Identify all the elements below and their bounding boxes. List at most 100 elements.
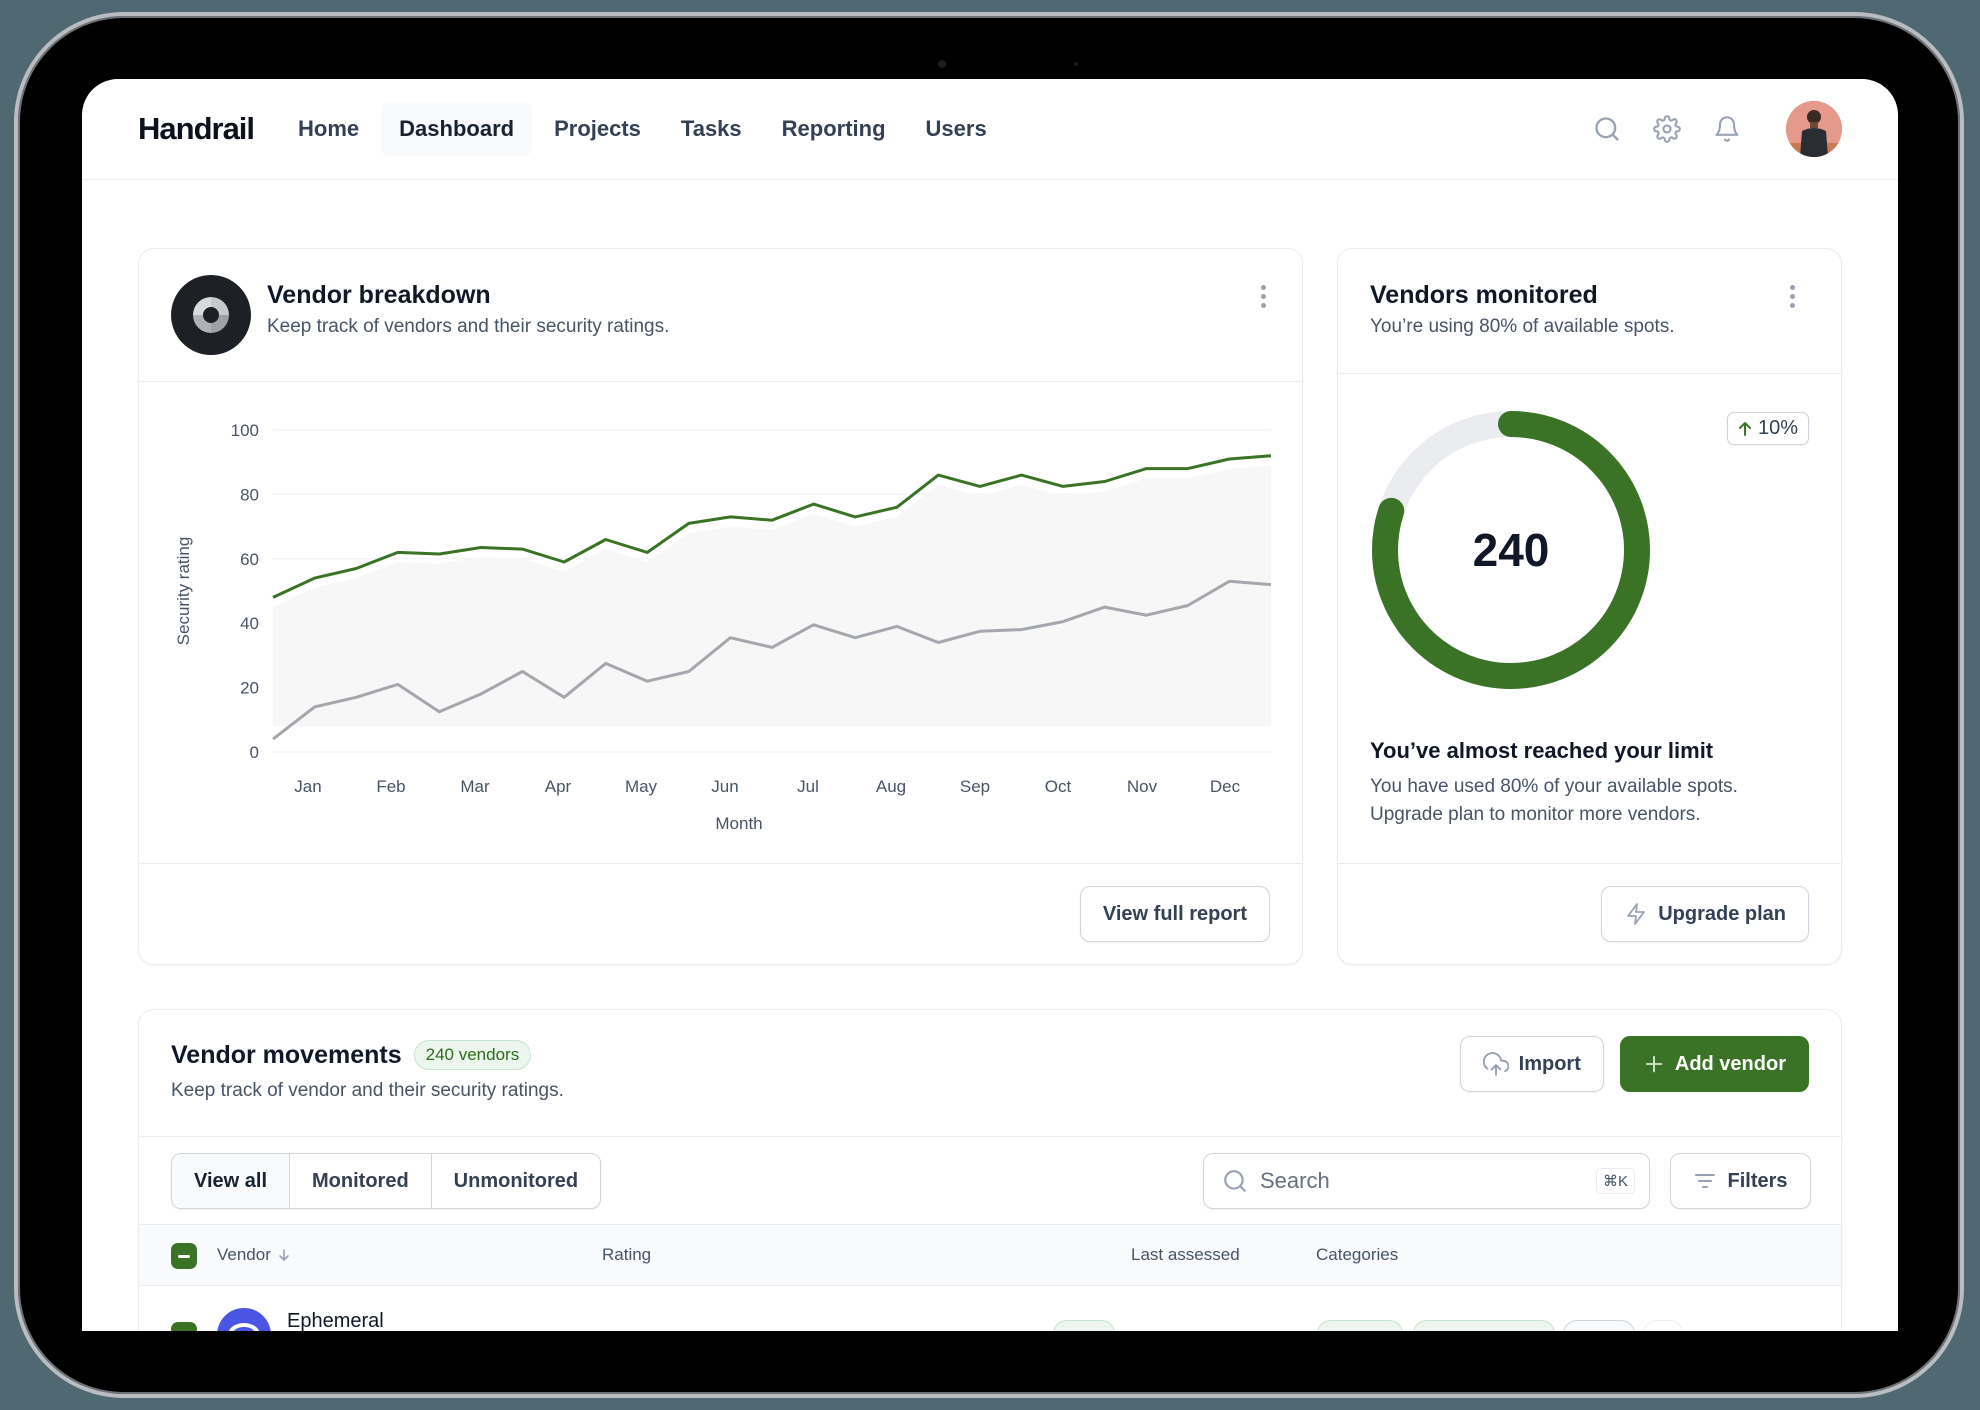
nav-users[interactable]: Users	[925, 116, 987, 141]
series-line	[272, 454, 1272, 599]
x-tick-label: Mar	[460, 777, 490, 796]
y-tick-label: 80	[240, 485, 259, 504]
nav-dashboard[interactable]: Dashboard	[381, 102, 533, 156]
category-badge	[1643, 1320, 1683, 1331]
x-tick-label: Jan	[294, 777, 321, 796]
area-fill	[273, 465, 1271, 727]
change-value: 10%	[1757, 417, 1798, 439]
add-vendor-button[interactable]: Add vendor	[1619, 1036, 1809, 1092]
progress-ring: 240	[1368, 407, 1654, 693]
cloud-upload-icon	[1482, 1052, 1509, 1076]
search-field[interactable]: ⌘K	[1203, 1153, 1650, 1209]
logo[interactable]: Handrail	[138, 111, 255, 146]
vendor-movements-header: Vendor movements 240 vendors Keep track …	[139, 1010, 1841, 1137]
category-badge	[1317, 1320, 1403, 1331]
top-nav: Handrail Home Dashboard Projects Tasks R…	[82, 79, 1898, 180]
vendor-breakdown-footer: View full report	[139, 863, 1302, 964]
x-tick-label: Jul	[797, 777, 819, 796]
x-tick-label: Apr	[545, 777, 572, 796]
vendor-breakdown-title: Vendor breakdown	[267, 281, 491, 309]
vendor-breakdown-card: Vendor breakdown Keep track of vendors a…	[138, 248, 1303, 965]
change-badge: 10%	[1726, 412, 1809, 445]
y-tick-label: 60	[240, 550, 259, 569]
sensor	[1074, 62, 1078, 66]
tab-view-all[interactable]: View all	[172, 1154, 291, 1208]
column-vendor[interactable]: Vendor	[217, 1245, 291, 1265]
row-checkbox[interactable]	[171, 1322, 197, 1331]
vendor-breakdown-header: Vendor breakdown Keep track of vendors a…	[139, 249, 1302, 382]
vendor-movements-card: Vendor movements 240 vendors Keep track …	[138, 1009, 1842, 1331]
vendor-count-badge: 240 vendors	[413, 1040, 532, 1070]
y-tick-label: 100	[231, 421, 259, 440]
column-vendor-label: Vendor	[217, 1245, 271, 1264]
y-tick-label: 0	[250, 743, 259, 762]
bell-icon[interactable]	[1712, 114, 1742, 144]
filters-button[interactable]: Filters	[1670, 1153, 1811, 1209]
column-last-assessed: Last assessed	[1131, 1245, 1240, 1264]
more-options-icon[interactable]	[1255, 279, 1272, 314]
x-tick-label: Aug	[876, 777, 906, 796]
table-row[interactable]: Ephemeral	[139, 1286, 1841, 1331]
import-button[interactable]: Import	[1459, 1036, 1604, 1092]
app-screen: Handrail Home Dashboard Projects Tasks R…	[82, 79, 1898, 1331]
vendor-breakdown-subtitle: Keep track of vendors and their security…	[267, 316, 670, 337]
rating-badge	[1053, 1320, 1115, 1331]
camera	[938, 60, 946, 68]
y-tick-label: 40	[240, 614, 259, 633]
vendor-movements-title: Vendor movements	[171, 1040, 402, 1069]
nav-home[interactable]: Home	[298, 116, 360, 141]
vendors-monitored-card: Vendors monitored You’re using 80% of av…	[1337, 248, 1842, 965]
lightning-icon	[1627, 903, 1646, 925]
table-header: Vendor Rating Last assessed Categories	[139, 1224, 1841, 1286]
gear-icon[interactable]	[1652, 114, 1682, 144]
limit-line-1: You have used 80% of your available spot…	[1370, 776, 1738, 797]
x-tick-label: Jun	[711, 777, 738, 796]
vendor-logo-icon	[171, 275, 251, 355]
y-tick-label: 20	[240, 679, 259, 698]
limit-line-2: Upgrade plan to monitor more vendors.	[1370, 804, 1701, 825]
filters-label: Filters	[1727, 1169, 1788, 1192]
view-full-report-label: View full report	[1102, 902, 1247, 925]
filter-tabs: View all Monitored Unmonitored	[171, 1153, 602, 1209]
vendors-monitored-title: Vendors monitored	[1370, 281, 1598, 309]
nav-projects[interactable]: Projects	[554, 116, 641, 141]
x-tick-label: Oct	[1045, 777, 1072, 796]
plus-icon	[1645, 1055, 1663, 1073]
tab-monitored[interactable]: Monitored	[290, 1154, 432, 1208]
x-tick-label: May	[625, 777, 658, 796]
x-tick-label: Feb	[376, 777, 405, 796]
search-icon[interactable]	[1592, 114, 1622, 144]
y-axis-label: Security rating	[174, 537, 193, 646]
user-avatar[interactable]	[1786, 101, 1842, 157]
vendor-avatar	[217, 1308, 271, 1331]
vendors-monitored-subtitle: You’re using 80% of available spots.	[1370, 316, 1675, 337]
category-badge	[1563, 1320, 1635, 1331]
vendor-movements-subtitle: Keep track of vendor and their security …	[171, 1080, 564, 1101]
arrow-up-icon	[1738, 421, 1751, 436]
x-axis-label: Month	[715, 814, 762, 833]
search-input[interactable]	[1260, 1168, 1596, 1194]
limit-title: You’ve almost reached your limit	[1370, 738, 1714, 763]
view-full-report-button[interactable]: View full report	[1079, 886, 1270, 942]
upgrade-plan-button[interactable]: Upgrade plan	[1601, 886, 1809, 942]
vendors-monitored-footer: Upgrade plan	[1338, 863, 1841, 964]
shortcut-hint: ⌘K	[1595, 1168, 1635, 1194]
nav-actions	[1592, 101, 1842, 157]
nav-links: Home Dashboard Projects Tasks Reporting …	[280, 102, 1005, 156]
column-categories: Categories	[1316, 1245, 1399, 1264]
column-rating: Rating	[602, 1245, 652, 1264]
security-rating-chart: 0 20 40 60 80 100 Jan Feb Mar Apr May Jun Jul Aug Sep O…	[139, 382, 1304, 866]
arrow-down-icon	[279, 1249, 289, 1261]
nav-reporting[interactable]: Reporting	[781, 116, 886, 141]
series-line	[272, 579, 1272, 741]
import-label: Import	[1518, 1052, 1581, 1075]
category-badge	[1413, 1320, 1555, 1331]
select-all-checkbox[interactable]	[171, 1243, 197, 1269]
vendors-monitored-header: Vendors monitored You’re using 80% of av…	[1338, 249, 1841, 374]
filter-lines-icon	[1695, 1174, 1716, 1188]
tab-unmonitored[interactable]: Unmonitored	[453, 1169, 579, 1192]
vendor-count: 240	[1472, 524, 1550, 576]
nav-tasks[interactable]: Tasks	[680, 116, 742, 141]
search-icon	[1224, 1170, 1246, 1192]
more-options-icon[interactable]	[1784, 279, 1801, 314]
